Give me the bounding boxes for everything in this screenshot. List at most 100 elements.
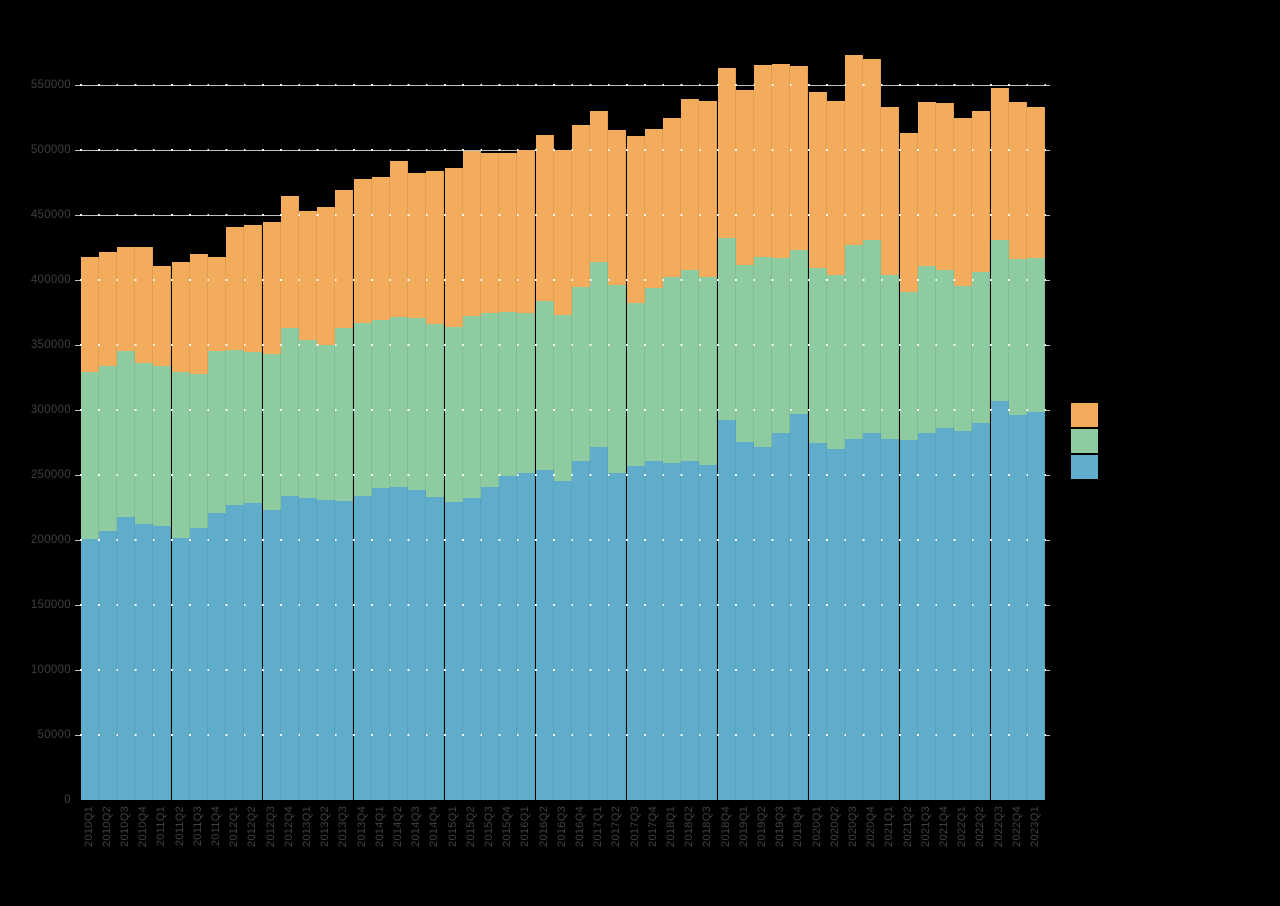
top-segment	[553, 150, 572, 316]
legend	[1071, 403, 1098, 479]
x-axis-tick-label: 2014Q2	[392, 806, 404, 847]
top-segment	[317, 207, 336, 345]
middle-segment	[954, 286, 973, 432]
x-axis-tick-label: 2014Q4	[428, 806, 441, 847]
middle-segment	[135, 362, 154, 525]
y-axis-tick-label: 150000	[30, 598, 71, 611]
middle-segment	[226, 350, 245, 506]
bottom-segment	[426, 497, 445, 800]
top-segment	[153, 266, 172, 367]
bar-2010Q2	[98, 252, 117, 800]
middle-segment	[990, 239, 1009, 402]
bottom-segment	[717, 419, 736, 800]
top-segment	[262, 222, 281, 355]
x-axis-tick-label: 2017Q1	[592, 806, 605, 847]
x-axis-tick-label: 2010Q1	[82, 806, 95, 847]
top-segment	[662, 117, 682, 277]
bar-2017Q1	[590, 111, 609, 800]
middle-segment	[444, 327, 463, 502]
top-segment	[389, 161, 409, 317]
top-segment	[371, 176, 390, 321]
bar-2021Q2	[899, 133, 918, 800]
bar-2013Q1	[298, 210, 318, 801]
top-segment	[681, 98, 700, 271]
bottom-segment	[535, 470, 554, 800]
x-axis-tick-label: 2017Q2	[610, 806, 623, 847]
x-axis-tick-label: 2012Q3	[264, 806, 277, 847]
middle-segment	[571, 287, 591, 461]
top-segment	[571, 125, 591, 288]
bottom-segment	[408, 489, 427, 800]
x-axis-tick-label: 2011Q2	[173, 806, 186, 847]
middle-segment	[335, 328, 354, 501]
bottom-segment	[808, 443, 827, 800]
x-axis-tick-label: 2010Q4	[137, 806, 150, 847]
middle-segment	[298, 339, 318, 498]
gridline-dots	[80, 604, 1046, 606]
top-segment	[608, 129, 627, 286]
bar-2015Q1	[444, 168, 463, 800]
bottom-segment	[917, 432, 936, 800]
middle-segment	[80, 371, 99, 539]
bar-2015Q3	[480, 152, 500, 800]
bottom-segment	[772, 432, 791, 800]
bottom-segment	[1008, 415, 1027, 800]
x-axis-tick-label: 2021Q1	[883, 806, 896, 847]
bottom-segment	[262, 510, 281, 800]
top-segment	[135, 246, 154, 363]
top-segment	[626, 136, 645, 304]
x-axis-tick-label: 2012Q4	[282, 806, 295, 847]
bar-2018Q4	[717, 68, 736, 800]
middle-segment	[462, 316, 481, 499]
x-axis-tick-label: 2018Q3	[701, 806, 714, 847]
bottom-segment	[990, 401, 1009, 800]
top-segment	[80, 256, 99, 372]
gridline-dots	[80, 669, 1046, 671]
middle-series-swatch	[1071, 429, 1098, 453]
gridline-dots	[80, 84, 1046, 86]
bottom-segment	[608, 472, 627, 800]
gridline-dots	[80, 734, 1046, 736]
bottom-segment	[298, 497, 318, 800]
bottom-segment	[881, 439, 900, 800]
bar-2010Q1	[80, 256, 99, 800]
x-axis-tick-label: 2021Q4	[938, 806, 950, 847]
top-segment	[244, 224, 263, 352]
bottom-segment	[844, 439, 864, 800]
middle-segment	[1008, 258, 1027, 416]
top-segment	[644, 128, 663, 289]
bar-2015Q2	[462, 151, 481, 800]
bottom-segment	[590, 447, 609, 800]
top-segment	[990, 88, 1009, 240]
bar-2020Q4	[863, 59, 882, 800]
middle-segment	[189, 373, 208, 528]
bottom-segment	[153, 525, 172, 800]
bar-2019Q3	[772, 64, 791, 800]
bottom-segment	[571, 460, 591, 800]
bar-2019Q2	[753, 64, 773, 800]
bottom-segment	[517, 473, 536, 800]
top-segment	[353, 178, 372, 323]
x-axis-tick-label: 2013Q1	[301, 806, 313, 847]
y-axis-tick-label: 300000	[30, 403, 71, 416]
x-axis-tick-label: 2019Q2	[756, 806, 768, 847]
top-segment	[790, 66, 809, 251]
middle-segment	[480, 313, 500, 487]
top-segment	[499, 153, 518, 312]
middle-segment	[717, 238, 736, 420]
middle-segment	[153, 366, 172, 526]
top-segment	[772, 64, 791, 259]
gridline-dots	[80, 149, 1046, 151]
middle-segment	[553, 315, 572, 481]
gridline-dots	[80, 539, 1046, 541]
middle-segment	[389, 317, 409, 487]
bar-2014Q3	[408, 173, 427, 800]
top-segment	[699, 100, 718, 277]
bar-2021Q3	[917, 101, 936, 800]
middle-segment	[753, 256, 773, 448]
bar-2017Q3	[626, 136, 645, 800]
bottom-segment	[371, 488, 390, 801]
x-axis-tick-label: 2022Q2	[974, 806, 987, 847]
middle-segment	[863, 239, 882, 433]
bar-2021Q1	[881, 106, 900, 801]
